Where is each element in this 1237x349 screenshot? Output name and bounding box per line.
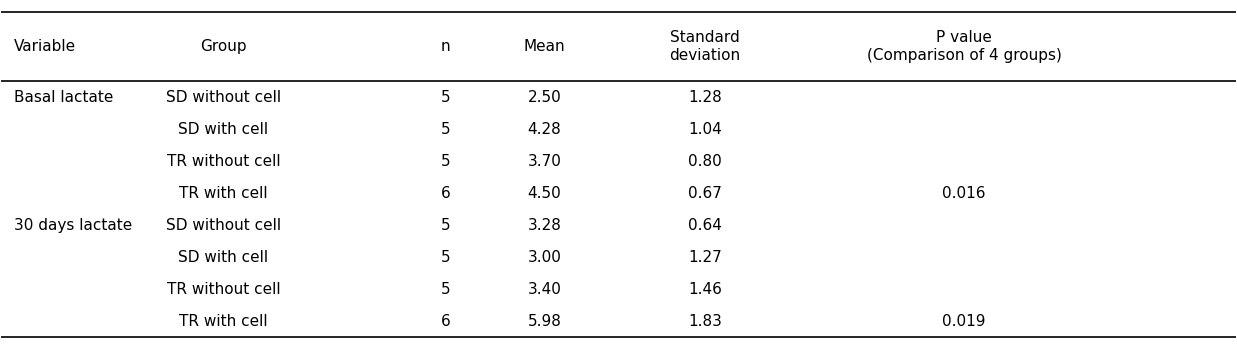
Text: SD without cell: SD without cell [166,90,281,105]
Text: P value
(Comparison of 4 groups): P value (Comparison of 4 groups) [867,30,1061,62]
Text: 0.80: 0.80 [688,154,721,169]
Text: 6: 6 [440,314,450,329]
Text: 3.70: 3.70 [527,154,562,169]
Text: 4.28: 4.28 [527,121,562,136]
Text: 5: 5 [440,282,450,297]
Text: 3.40: 3.40 [527,282,562,297]
Text: 1.83: 1.83 [688,314,722,329]
Text: Group: Group [200,39,247,54]
Text: TR without cell: TR without cell [167,154,281,169]
Text: TR with cell: TR with cell [179,186,268,201]
Text: 4.50: 4.50 [527,186,562,201]
Text: 0.67: 0.67 [688,186,722,201]
Text: Standard
deviation: Standard deviation [669,30,741,62]
Text: SD with cell: SD with cell [178,121,268,136]
Text: n: n [440,39,450,54]
Text: 1.04: 1.04 [688,121,721,136]
Text: 3.00: 3.00 [527,250,562,265]
Text: SD without cell: SD without cell [166,218,281,233]
Text: 1.28: 1.28 [688,90,721,105]
Text: 5: 5 [440,90,450,105]
Text: 1.46: 1.46 [688,282,722,297]
Text: 3.28: 3.28 [527,218,562,233]
Text: 0.64: 0.64 [688,218,722,233]
Text: 5: 5 [440,250,450,265]
Text: Basal lactate: Basal lactate [14,90,113,105]
Text: Variable: Variable [14,39,75,54]
Text: 5: 5 [440,218,450,233]
Text: 0.016: 0.016 [943,186,986,201]
Text: SD with cell: SD with cell [178,250,268,265]
Text: 2.50: 2.50 [527,90,562,105]
Text: 6: 6 [440,186,450,201]
Text: Mean: Mean [523,39,565,54]
Text: 5.98: 5.98 [527,314,562,329]
Text: 5: 5 [440,154,450,169]
Text: 0.019: 0.019 [943,314,986,329]
Text: TR with cell: TR with cell [179,314,268,329]
Text: TR without cell: TR without cell [167,282,281,297]
Text: 5: 5 [440,121,450,136]
Text: 1.27: 1.27 [688,250,721,265]
Text: 30 days lactate: 30 days lactate [14,218,132,233]
